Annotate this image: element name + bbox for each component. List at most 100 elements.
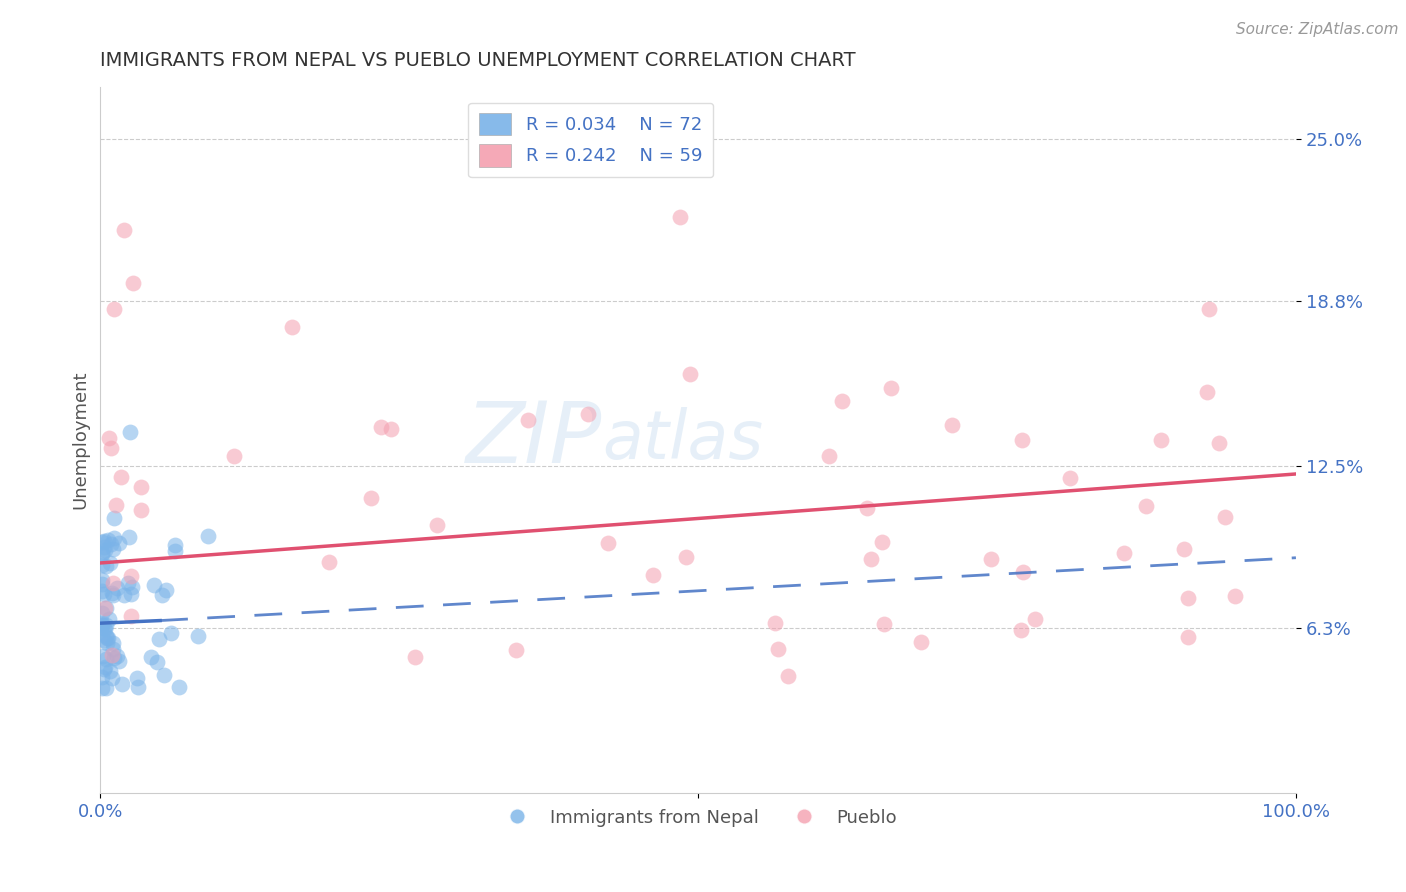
Point [100, 441, 122, 455]
Point [776, 668, 799, 682]
Point [318, 555, 340, 569]
Point [127, 681, 149, 695]
Point [148, 632, 170, 646]
Point [855, 501, 877, 516]
Point [101, 636, 124, 650]
Point [641, 567, 664, 582]
Point [98, 556, 121, 570]
Point [90, 681, 112, 695]
Point [155, 583, 177, 598]
Point [103, 542, 125, 557]
Point [90, 535, 112, 549]
Point [163, 538, 186, 552]
Point [1024, 612, 1046, 626]
Point [94, 623, 117, 637]
Point [97, 533, 120, 548]
Point [91, 648, 114, 663]
Point [1198, 301, 1220, 316]
Point [103, 301, 125, 316]
Point [98, 612, 121, 626]
Point [1173, 541, 1195, 556]
Point [93, 632, 115, 647]
Point [100, 537, 122, 551]
Point [94, 629, 117, 643]
Point [1012, 566, 1035, 580]
Point [93, 533, 115, 548]
Point [426, 517, 449, 532]
Point [104, 499, 127, 513]
Point [1112, 546, 1135, 560]
Point [96, 681, 118, 695]
Point [93, 587, 115, 601]
Point [125, 671, 148, 685]
Point [105, 581, 128, 595]
Point [150, 588, 173, 602]
Point [101, 671, 124, 685]
Point [101, 575, 124, 590]
Point [121, 580, 143, 594]
Point [96, 559, 118, 574]
Point [98, 665, 121, 679]
Text: IMMIGRANTS FROM NEPAL VS PUEBLO UNEMPLOYMENT CORRELATION CHART: IMMIGRANTS FROM NEPAL VS PUEBLO UNEMPLOY… [100, 51, 856, 70]
Point [880, 380, 903, 394]
Point [91, 606, 114, 620]
Point [860, 551, 883, 566]
Point [1011, 433, 1033, 447]
Point [160, 625, 183, 640]
Point [197, 529, 219, 543]
Point [145, 655, 167, 669]
Point [91, 618, 114, 632]
Point [108, 654, 131, 668]
Point [94, 542, 117, 557]
Point [167, 680, 190, 694]
Point [105, 648, 128, 663]
Point [870, 535, 893, 549]
Point [142, 578, 165, 592]
Point [675, 549, 697, 564]
Point [90, 584, 112, 599]
Point [97, 431, 120, 445]
Point [165, 544, 187, 558]
Point [111, 677, 134, 691]
Point [360, 491, 382, 505]
Point [679, 368, 702, 382]
Point [97, 632, 120, 646]
Point [96, 631, 118, 645]
Point [1225, 589, 1247, 603]
Point [90, 574, 112, 588]
Point [505, 643, 527, 657]
Point [831, 393, 853, 408]
Point [818, 449, 841, 463]
Point [90, 558, 112, 572]
Point [1208, 435, 1230, 450]
Point [94, 660, 117, 674]
Point [110, 470, 132, 484]
Text: Source: ZipAtlas.com: Source: ZipAtlas.com [1236, 22, 1399, 37]
Point [669, 211, 692, 225]
Point [90, 577, 112, 591]
Point [103, 651, 125, 665]
Point [576, 407, 599, 421]
Point [380, 422, 402, 436]
Point [117, 576, 139, 591]
Text: atlas: atlas [603, 407, 763, 473]
Point [873, 616, 896, 631]
Point [131, 480, 153, 494]
Point [1195, 385, 1218, 400]
Point [598, 536, 620, 550]
Point [129, 502, 152, 516]
Point [370, 420, 392, 434]
Point [1150, 433, 1173, 447]
Point [93, 621, 115, 635]
Point [96, 636, 118, 650]
Point [93, 662, 115, 676]
Point [94, 601, 117, 615]
Point [90, 546, 112, 560]
Point [120, 586, 142, 600]
Text: ZIP: ZIP [467, 399, 603, 482]
Point [120, 569, 142, 583]
Point [1213, 509, 1236, 524]
Point [101, 641, 124, 656]
Point [517, 413, 540, 427]
Point [93, 541, 115, 555]
